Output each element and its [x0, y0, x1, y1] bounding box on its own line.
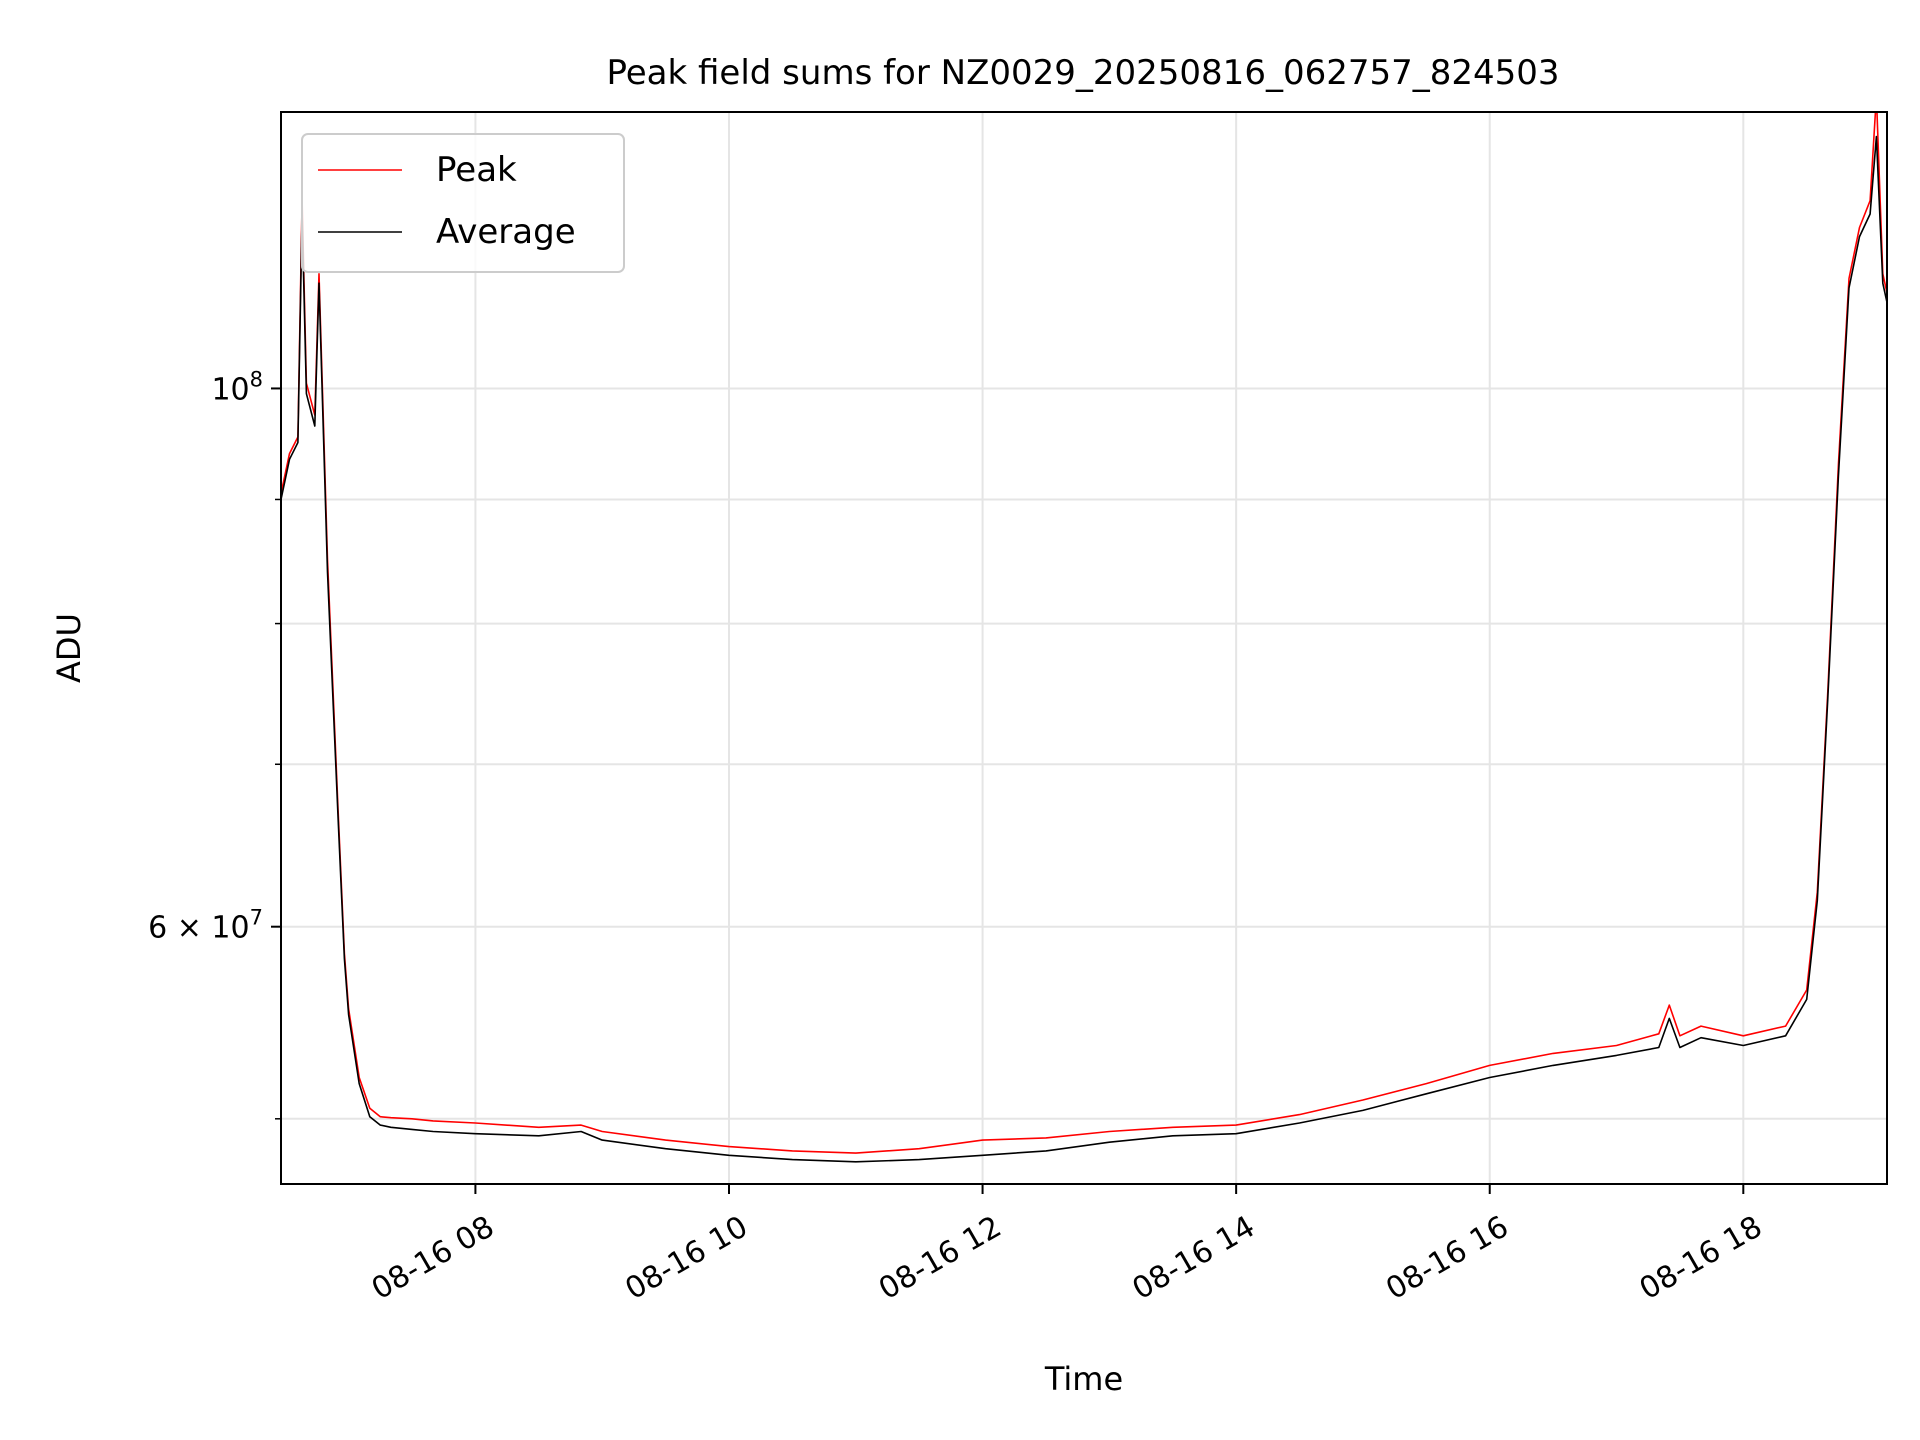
y-tick-label-exponent: 8 [250, 367, 263, 391]
legend-label-peak: Peak [436, 150, 517, 190]
y-axis-label: ADU [50, 613, 88, 683]
legend-box [301, 133, 625, 273]
y-tick-label-exponent: 7 [250, 906, 263, 930]
legend: Peak Average [301, 133, 625, 273]
y-tick-label-base: 6 × 10 [148, 911, 249, 946]
x-axis-label: Time [1044, 1360, 1123, 1398]
legend-label-average: Average [436, 212, 576, 252]
chart-title: Peak field sums for NZ0029_20250816_0627… [606, 53, 1559, 93]
series-layer [281, 112, 1887, 1163]
plot-frame [280, 111, 1888, 1185]
y-tick-label-base: 10 [211, 372, 249, 407]
series-line-average [281, 135, 1887, 1163]
grid-layer [281, 112, 1887, 1184]
y-tick-label: 6 × 107 [148, 906, 263, 946]
y-tick-label: 108 [211, 367, 263, 407]
